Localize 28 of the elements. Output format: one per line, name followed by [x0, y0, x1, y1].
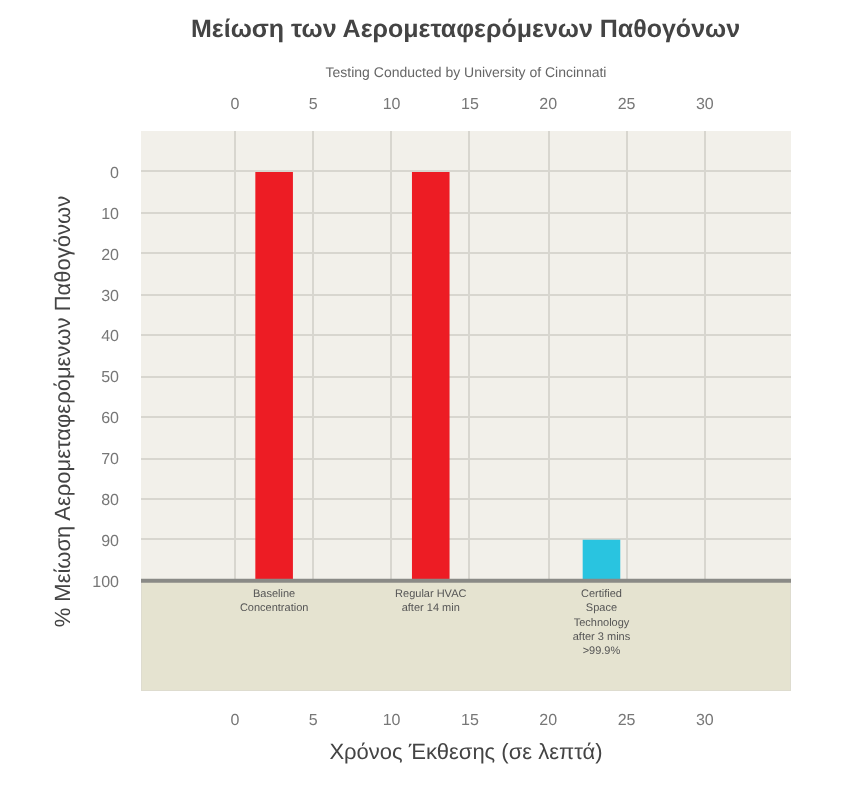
x2-tick-label: 25: [617, 711, 637, 729]
x2-tick-label: 5: [308, 711, 319, 729]
x2-tick-label: 0: [230, 711, 241, 729]
y-tick-label: 80: [101, 490, 121, 509]
x-tick-label: 10: [382, 95, 402, 113]
y-tick-label: 90: [101, 531, 121, 550]
x-tick-label: 25: [617, 95, 637, 113]
x-tick-label: 30: [695, 95, 715, 113]
y-tick-label: 10: [101, 204, 121, 223]
y-tick-label: 50: [101, 368, 121, 387]
y-tick-label: 60: [101, 409, 121, 428]
y-tick-label: 0: [110, 163, 121, 182]
x2-tick-label: 15: [461, 711, 480, 729]
x-tick-label: 15: [461, 95, 480, 113]
chart-title: Μείωση των Αερομεταφερόμενων Παθογόνων: [191, 15, 741, 43]
x-tick-label: 20: [539, 95, 559, 113]
y-tick-label: 30: [101, 286, 121, 305]
x2-tick-label: 20: [539, 711, 559, 729]
y-tick-label: 100: [92, 572, 121, 591]
x2-tick-label: 30: [695, 711, 715, 729]
y-tick-label: 70: [101, 450, 121, 469]
y-tick-label: 20: [101, 245, 121, 264]
y-tick-label: 40: [101, 327, 121, 346]
y-axis-title: % Μείωση Αερομεταφερόμενων Παθογόνων: [52, 194, 77, 628]
x-tick-label: 5: [308, 95, 319, 113]
x-tick-label: 0: [230, 95, 241, 113]
x2-tick-label: 10: [382, 711, 402, 729]
x-axis-title: Χρόνος Έκθεσης (σε λεπτά): [329, 741, 603, 765]
